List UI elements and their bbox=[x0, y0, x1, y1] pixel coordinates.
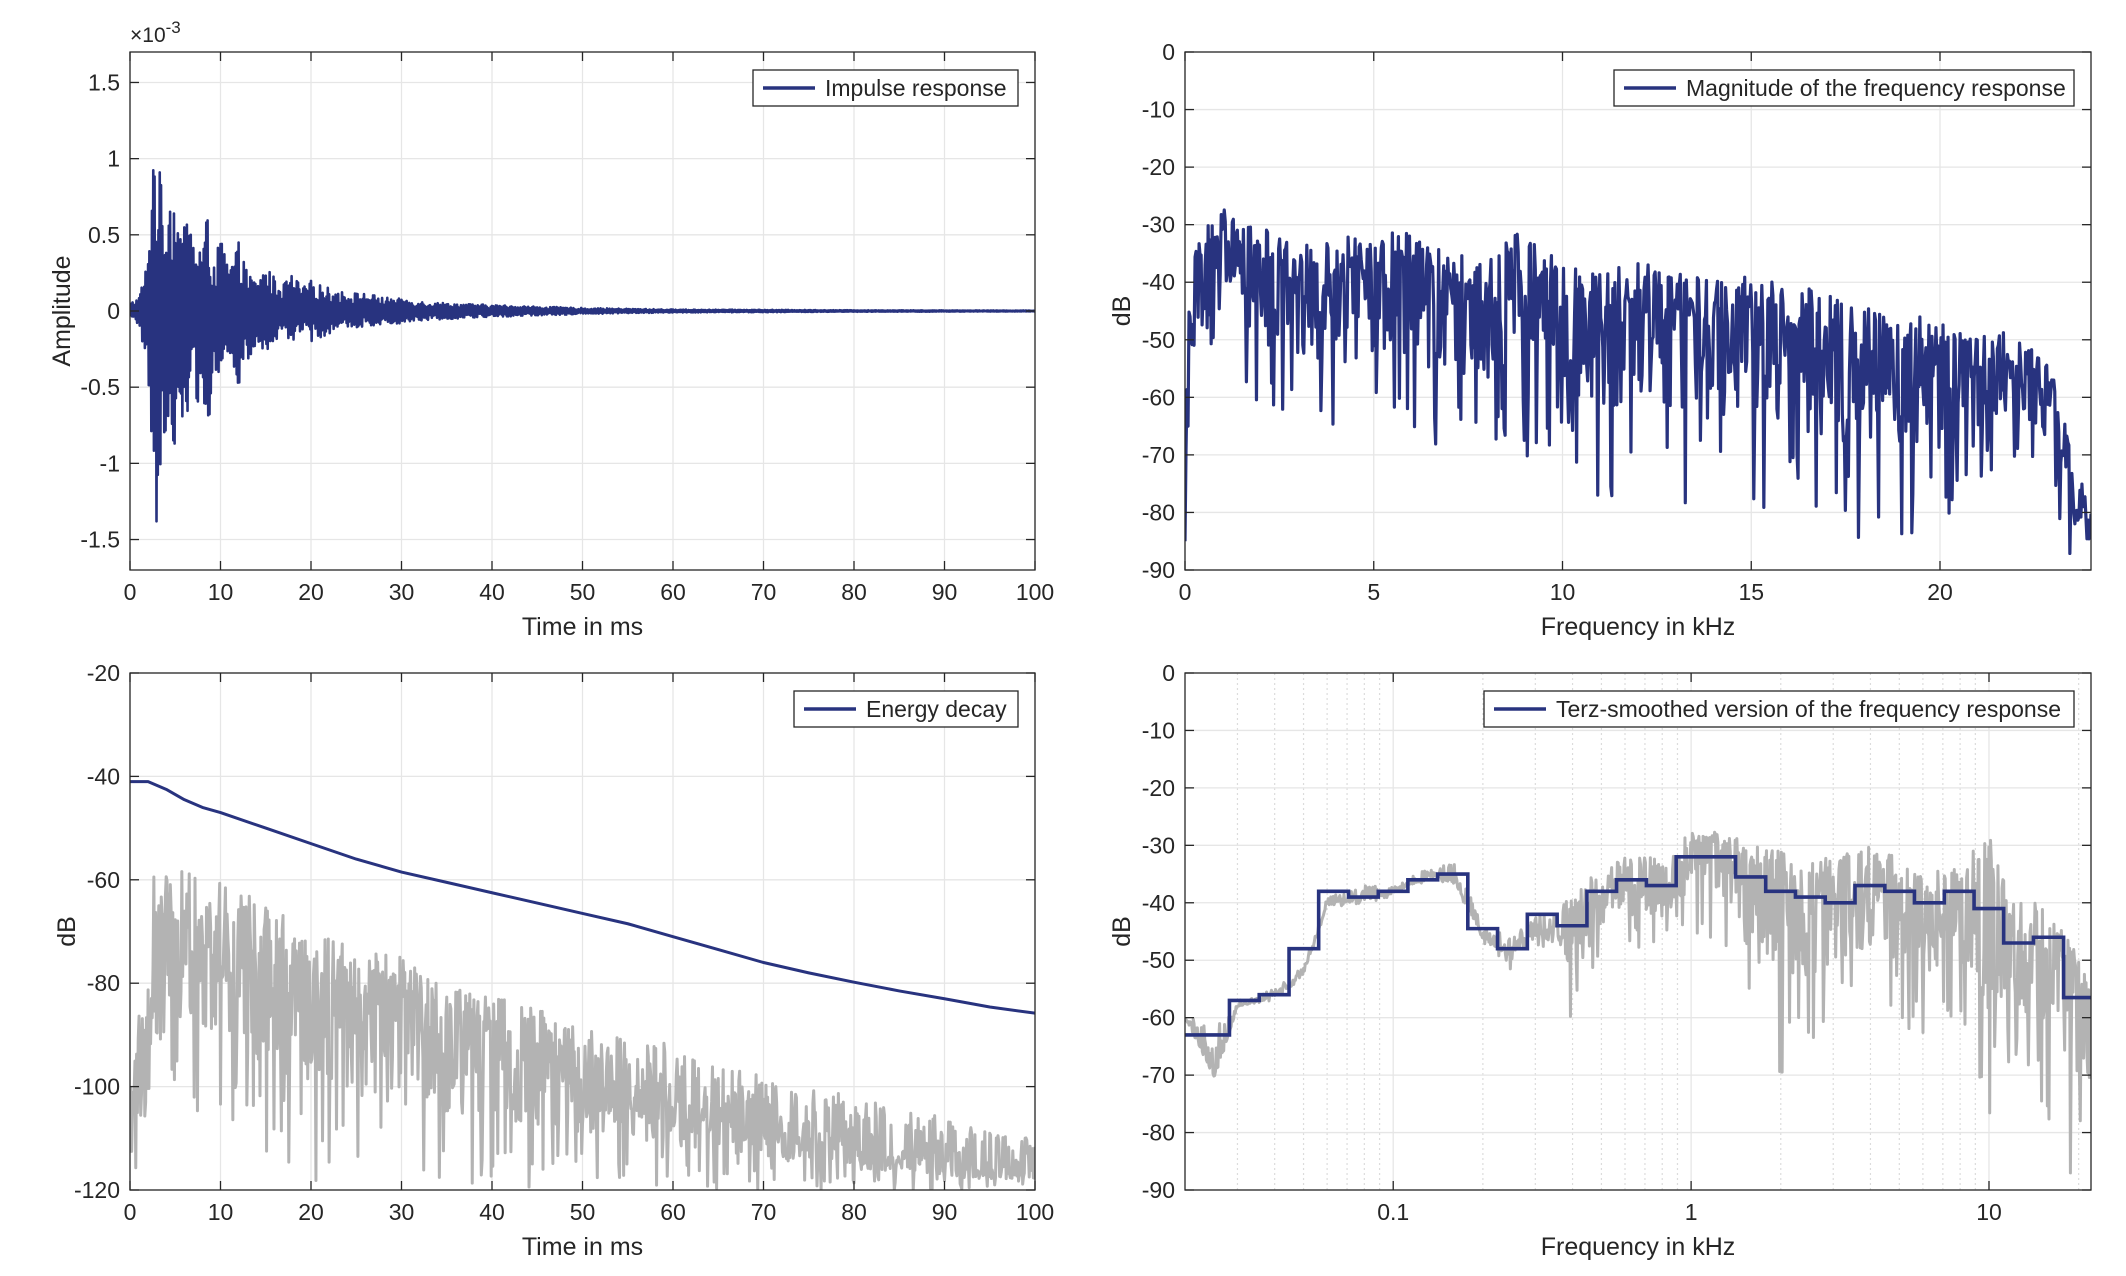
y-tick-label: -60 bbox=[1142, 384, 1175, 410]
x-tick-label: 15 bbox=[1738, 579, 1764, 605]
y-tick-label: -1.5 bbox=[80, 527, 120, 553]
y-tick-label: 0.5 bbox=[88, 222, 120, 248]
y-tick-label: -30 bbox=[1142, 212, 1175, 238]
x-axis-label: Frequency in kHz bbox=[1541, 613, 1736, 641]
y-axis-label: dB bbox=[53, 916, 81, 947]
plot-content bbox=[1185, 830, 2091, 1175]
plot-content bbox=[130, 780, 1035, 1190]
x-tick-label: 60 bbox=[660, 1199, 686, 1225]
legend-label: Energy decay bbox=[866, 696, 1007, 722]
terz-smoothed-panel: 0.1 1 10 -90 -80 -70 -60 -50 -40 -30 -20 -10 0 Freque… bbox=[1108, 660, 2092, 1261]
axes-box bbox=[1184, 51, 2092, 571]
y-tick-label: -40 bbox=[87, 763, 120, 789]
x-tick-label: 10 bbox=[208, 1199, 234, 1225]
y-tick-label: 0 bbox=[1162, 660, 1175, 686]
x-tick-label: 30 bbox=[389, 579, 415, 605]
y-tick-label: -80 bbox=[87, 970, 120, 996]
x-tick-label: 5 bbox=[1367, 579, 1380, 605]
legend: Terz-smoothed version of the frequency r… bbox=[1483, 690, 2075, 728]
x-tick-label: 50 bbox=[570, 1199, 596, 1225]
legend: Magnitude of the frequency response bbox=[1613, 69, 2075, 107]
y-tick-label: -0.5 bbox=[80, 374, 120, 400]
y-tick-label: -100 bbox=[74, 1074, 120, 1100]
impulse-response-panel: 0 10 20 30 40 50 60 70 80 90 100 -1.5 -1 -0.5 0 0.5 1 1.5… bbox=[48, 18, 1054, 641]
y-tick-label: 0 bbox=[107, 298, 120, 324]
terz-smoothed-line bbox=[1185, 855, 2091, 1037]
y-axis-label: Amplitude bbox=[48, 255, 76, 366]
x-tick-label: 20 bbox=[298, 579, 324, 605]
y-tick-label: 1 bbox=[107, 146, 120, 172]
x-tick-label: 40 bbox=[479, 579, 505, 605]
x-tick-label: 90 bbox=[932, 1199, 958, 1225]
x-tick-label: 10 bbox=[1976, 1199, 2002, 1225]
y-tick-label: -80 bbox=[1142, 1120, 1175, 1146]
energy-decay-panel: 0 10 20 30 40 50 60 70 80 90 100 -120 -100 -80 -60 -40 -… bbox=[53, 660, 1054, 1261]
legend-label: Terz-smoothed version of the frequency r… bbox=[1556, 696, 2061, 722]
y-tick-label: -20 bbox=[87, 660, 120, 686]
legend-box bbox=[1483, 690, 2075, 728]
x-axis-label: Time in ms bbox=[522, 1233, 643, 1261]
y-tick-label: -90 bbox=[1142, 557, 1175, 583]
x-tick-label: 100 bbox=[1016, 579, 1054, 605]
energy-decay-line bbox=[130, 780, 1035, 1015]
raw-data-line bbox=[130, 870, 1035, 1190]
y-tick-label: 0 bbox=[1162, 39, 1175, 65]
y-tick-label: -20 bbox=[1142, 775, 1175, 801]
y-tick-label: -40 bbox=[1142, 890, 1175, 916]
x-tick-label: 90 bbox=[932, 579, 958, 605]
x-tick-label: 40 bbox=[479, 1199, 505, 1225]
x-tick-label: 0.1 bbox=[1377, 1199, 1409, 1225]
impulse-response-line bbox=[130, 169, 1035, 523]
x-tick-label: 0 bbox=[124, 1199, 137, 1225]
y-tick-label: -70 bbox=[1142, 1062, 1175, 1088]
x-tick-label: 30 bbox=[389, 1199, 415, 1225]
legend-label: Impulse response bbox=[825, 75, 1007, 101]
x-tick-label: 1 bbox=[1685, 1199, 1698, 1225]
x-axis-label: Time in ms bbox=[522, 613, 643, 641]
y-tick-label: -30 bbox=[1142, 832, 1175, 858]
x-tick-label: 100 bbox=[1016, 1199, 1054, 1225]
y-tick-label: -10 bbox=[1142, 717, 1175, 743]
y-axis-label: dB bbox=[1108, 916, 1136, 947]
y-axis-label: dB bbox=[1108, 296, 1136, 327]
y-tick-label: -50 bbox=[1142, 947, 1175, 973]
y-tick-label: -20 bbox=[1142, 154, 1175, 180]
x-tick-label: 70 bbox=[751, 579, 777, 605]
y-tick-label: -120 bbox=[74, 1177, 120, 1203]
plot-content bbox=[130, 169, 1035, 523]
plot-content bbox=[1185, 208, 2091, 556]
y-tick-label: -40 bbox=[1142, 269, 1175, 295]
x-tick-label: 10 bbox=[208, 579, 234, 605]
y-tick-label: -10 bbox=[1142, 97, 1175, 123]
magnitude-line bbox=[1185, 208, 2091, 556]
x-tick-label: 60 bbox=[660, 579, 686, 605]
x-tick-label: 20 bbox=[1927, 579, 1953, 605]
y-tick-label: -60 bbox=[87, 867, 120, 893]
y-tick-label: -90 bbox=[1142, 1177, 1175, 1203]
x-tick-label: 80 bbox=[841, 579, 867, 605]
x-tick-label: 70 bbox=[751, 1199, 777, 1225]
legend-label: Magnitude of the frequency response bbox=[1686, 75, 2066, 101]
y-tick-label: -1 bbox=[100, 450, 120, 476]
legend: Impulse response bbox=[752, 69, 1019, 107]
y-tick-label: -80 bbox=[1142, 499, 1175, 525]
legend: Energy decay bbox=[793, 690, 1019, 728]
y-tick-label: -50 bbox=[1142, 327, 1175, 353]
x-tick-label: 80 bbox=[841, 1199, 867, 1225]
x-tick-label: 50 bbox=[570, 579, 596, 605]
x-tick-label: 0 bbox=[1179, 579, 1192, 605]
y-exponent-power: -3 bbox=[166, 18, 181, 37]
axes-box bbox=[1184, 672, 2092, 1191]
legend-box bbox=[1613, 69, 2075, 107]
x-axis-label: Frequency in kHz bbox=[1541, 1233, 1736, 1261]
y-tick-label: 1.5 bbox=[88, 69, 120, 95]
x-tick-label: 20 bbox=[298, 1199, 324, 1225]
y-exponent-label: ×10-3 bbox=[130, 18, 181, 47]
x-tick-label: 0 bbox=[124, 579, 137, 605]
y-tick-label: -70 bbox=[1142, 442, 1175, 468]
y-tick-label: -60 bbox=[1142, 1005, 1175, 1031]
frequency-magnitude-panel: 0 5 10 15 20 -90 -80 -70 -60 -50 -40 -30 -20 -10 0 Freq… bbox=[1108, 39, 2092, 641]
x-tick-label: 10 bbox=[1550, 579, 1576, 605]
